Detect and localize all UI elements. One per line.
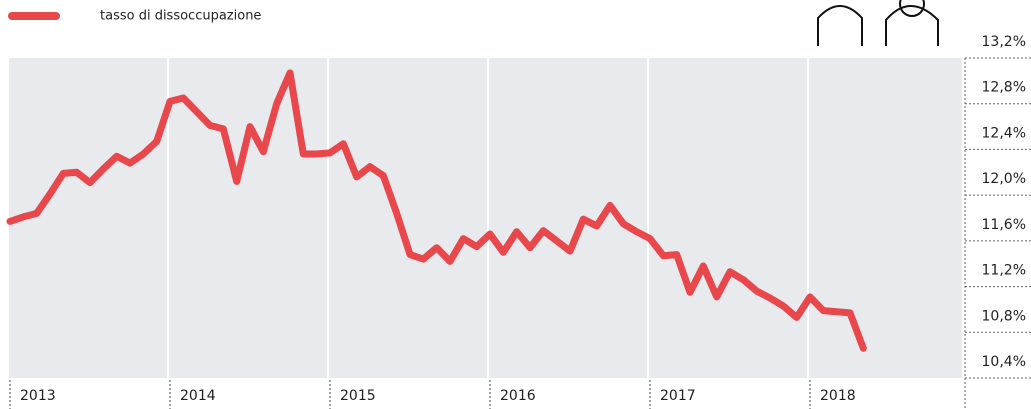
x-tick-label: 2018 xyxy=(820,388,856,404)
y-tick-label: 10,8% xyxy=(982,308,1026,324)
data-line xyxy=(6,69,867,352)
y-tick-label: 10,4% xyxy=(982,354,1026,370)
x-tick-label: 2016 xyxy=(500,388,536,404)
x-tick-label: 2015 xyxy=(340,388,376,404)
x-tick-label: 2013 xyxy=(20,388,56,404)
y-tick-label: 12,4% xyxy=(982,125,1026,141)
x-tick-label: 2017 xyxy=(660,388,696,404)
y-tick-label: 11,6% xyxy=(982,217,1026,233)
legend-label: tasso di dissoccupazione xyxy=(100,9,261,24)
y-tick-label: 12,0% xyxy=(982,171,1026,187)
y-tick-label: 11,2% xyxy=(982,263,1026,279)
x-tick-label: 2014 xyxy=(180,388,216,404)
y-tick-label: 12,8% xyxy=(982,80,1026,96)
y-tick-label: 13,2% xyxy=(982,34,1026,50)
plot-area xyxy=(8,58,962,378)
people-icon xyxy=(817,0,939,46)
